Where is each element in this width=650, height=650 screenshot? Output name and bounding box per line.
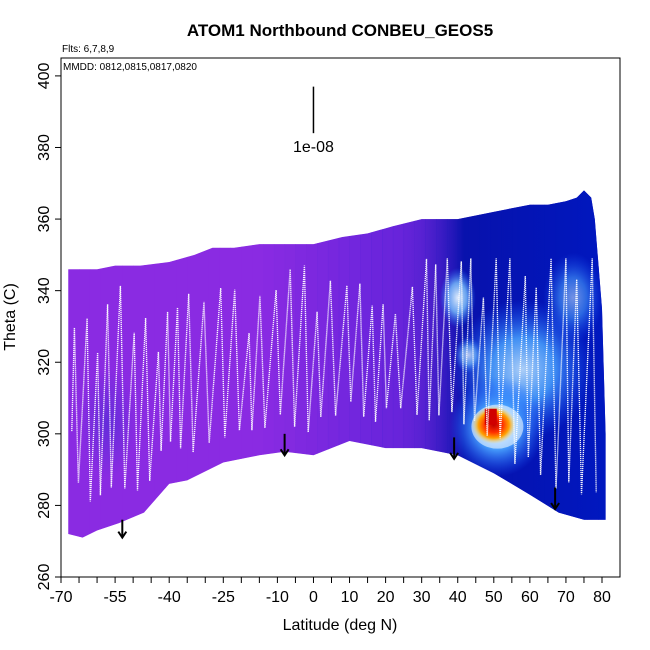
arrow-head xyxy=(117,531,128,540)
x-tick-label: 60 xyxy=(521,589,539,606)
curtain-column xyxy=(317,190,329,538)
plot-frame xyxy=(60,57,621,578)
arrow-head xyxy=(449,452,459,461)
flights-label: Flts: 6,7,8,9 xyxy=(62,44,115,55)
x-tick-label: 70 xyxy=(557,589,575,606)
y-tick-label: 260 xyxy=(36,564,53,591)
north-blue-region xyxy=(543,252,604,343)
curtain-column xyxy=(371,190,383,538)
y-tick-label: 300 xyxy=(36,420,53,447)
curtain-column xyxy=(252,190,264,538)
arrow-marker xyxy=(117,519,128,540)
curtain-column xyxy=(338,190,350,538)
x-tick-label: -10 xyxy=(266,589,289,606)
x-axis-label: Latitude (deg N) xyxy=(283,617,398,634)
x-tick-label: 20 xyxy=(377,589,395,606)
x-tick-label: -40 xyxy=(158,589,181,606)
y-tick-label: 380 xyxy=(36,134,53,161)
plume-core xyxy=(471,405,516,444)
scale-bar-label: 1e-08 xyxy=(293,139,334,156)
curtain-column xyxy=(176,190,188,538)
curtain-column xyxy=(89,190,102,538)
curtain-column xyxy=(327,190,340,538)
scale-bar: 1e-08 xyxy=(293,86,334,156)
curtain-column xyxy=(165,190,177,538)
y-tick-label: 320 xyxy=(36,349,53,376)
curtain-column xyxy=(198,190,210,538)
curtain-column xyxy=(122,190,134,538)
y-tick-label: 360 xyxy=(36,206,53,233)
x-tick-label: 0 xyxy=(309,589,318,606)
x-tick-label: 10 xyxy=(341,589,359,606)
curtain-column xyxy=(349,190,361,538)
curtain-column xyxy=(100,190,112,538)
arrow-head xyxy=(279,448,290,458)
dates-label: MMDD: 0812,0815,0817,0820 xyxy=(63,62,197,73)
x-axis: -70 -55 -40 -25 -10 0 10 20 30 40 50 60 70 80 xyxy=(49,577,611,606)
x-tick-label: 50 xyxy=(485,589,503,606)
curtain-column xyxy=(154,190,167,538)
arrow-markers xyxy=(117,433,560,540)
flight-track-path xyxy=(71,258,597,502)
y-tick-label: 340 xyxy=(36,277,53,304)
chart-title: ATOM1 Northbound CONBEU_GEOS5 xyxy=(187,21,493,40)
curtain-column xyxy=(111,190,123,538)
west-blue-region xyxy=(79,368,136,479)
curtain-column xyxy=(68,190,80,538)
x-tick-label: 30 xyxy=(413,589,431,606)
curtain-column xyxy=(273,190,286,538)
arrow-marker xyxy=(550,487,560,511)
flight-track xyxy=(71,258,597,502)
curtain-column xyxy=(144,190,156,538)
curtain-column xyxy=(360,190,372,538)
curtain-column xyxy=(230,190,242,538)
arrow-marker xyxy=(279,433,290,458)
x-tick-label: 80 xyxy=(593,589,611,606)
curtain-column xyxy=(295,190,307,538)
curtain-column xyxy=(79,190,91,538)
y-axis: 260 280 300 320 340 360 380 400 xyxy=(36,62,61,590)
x-tick-label: 40 xyxy=(449,589,467,606)
curtain-field xyxy=(68,190,606,538)
y-tick-label: 280 xyxy=(36,492,53,519)
mid-pale-plume xyxy=(454,337,483,374)
arrow-marker xyxy=(449,437,459,461)
arrow-head xyxy=(550,502,560,511)
curtain-column xyxy=(263,190,275,538)
x-tick-label: -25 xyxy=(212,589,235,606)
curtain-column xyxy=(219,190,231,538)
x-tick-label: -55 xyxy=(104,589,127,606)
curtain-column xyxy=(306,190,318,538)
curtain-column xyxy=(208,190,221,538)
curtain-column xyxy=(241,190,253,538)
curtain-fill xyxy=(68,190,606,538)
y-axis-label: Theta (C) xyxy=(2,283,19,351)
curtain-column xyxy=(133,190,145,538)
curtain-column xyxy=(187,190,199,538)
curtain-column xyxy=(284,190,296,538)
plume-peak xyxy=(484,408,497,425)
y-tick-label: 400 xyxy=(36,62,53,89)
x-tick-label: -70 xyxy=(49,589,72,606)
